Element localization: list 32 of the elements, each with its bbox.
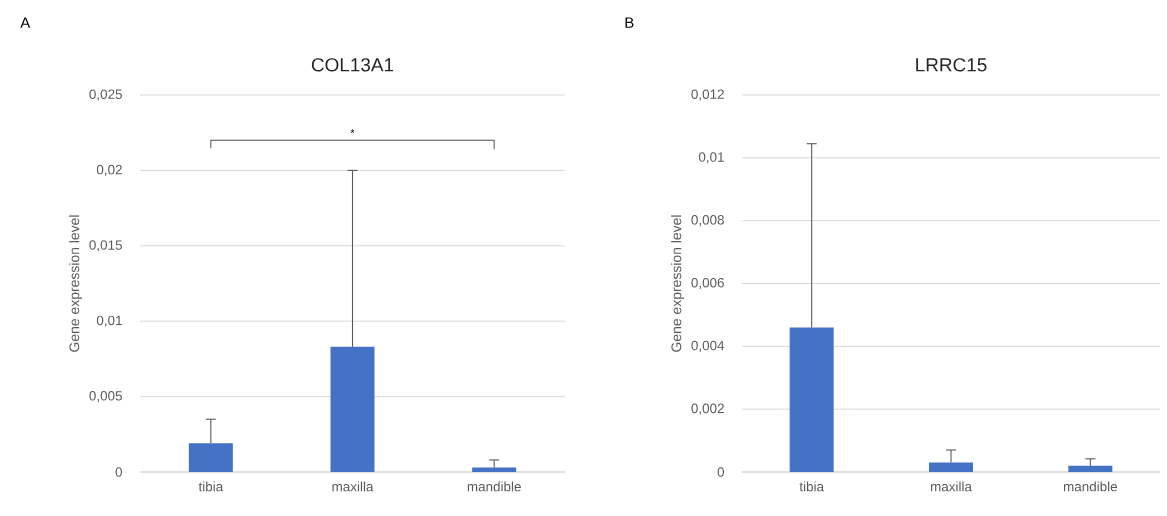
x-tick-label: mandible bbox=[467, 481, 521, 492]
bar bbox=[472, 467, 517, 472]
x-tick-label: maxilla bbox=[332, 481, 374, 492]
text: B bbox=[625, 17, 634, 28]
bar bbox=[929, 462, 974, 472]
x-tick-label: tibia bbox=[799, 481, 825, 492]
x-tick-label: maxilla bbox=[930, 481, 972, 492]
x-tick-label: mandible bbox=[1063, 481, 1118, 492]
annotation: * bbox=[350, 129, 355, 134]
chart-title: COL13A1 bbox=[311, 58, 394, 72]
bar bbox=[789, 327, 834, 472]
y-tick-label: 0,002 bbox=[691, 403, 724, 415]
y-tick-label: 0,02 bbox=[96, 164, 122, 176]
y-tick-label: 0,005 bbox=[89, 391, 122, 403]
y-axis-title: Gene expression level bbox=[671, 215, 685, 352]
y-tick-label: 0,01 bbox=[698, 152, 724, 164]
bar bbox=[188, 443, 233, 472]
y-tick-label: 0,01 bbox=[96, 315, 122, 327]
text: A bbox=[20, 17, 31, 28]
y-tick-label: 0,004 bbox=[691, 340, 725, 352]
y-tick-label: 0,015 bbox=[89, 240, 122, 252]
y-axis-title: Gene expression level bbox=[69, 215, 83, 352]
y-tick-label: 0 bbox=[115, 467, 123, 477]
chart-title: LRRC15 bbox=[916, 58, 987, 72]
x-tick-label: tibia bbox=[198, 481, 224, 492]
bar bbox=[330, 346, 375, 472]
y-tick-label: 0,006 bbox=[691, 277, 724, 290]
bar bbox=[1068, 465, 1113, 472]
y-tick-label: 0,012 bbox=[691, 89, 724, 101]
y-tick-label: 0,008 bbox=[691, 215, 724, 227]
y-tick-label: 0 bbox=[717, 467, 725, 477]
y-tick-label: 0,025 bbox=[89, 89, 122, 101]
